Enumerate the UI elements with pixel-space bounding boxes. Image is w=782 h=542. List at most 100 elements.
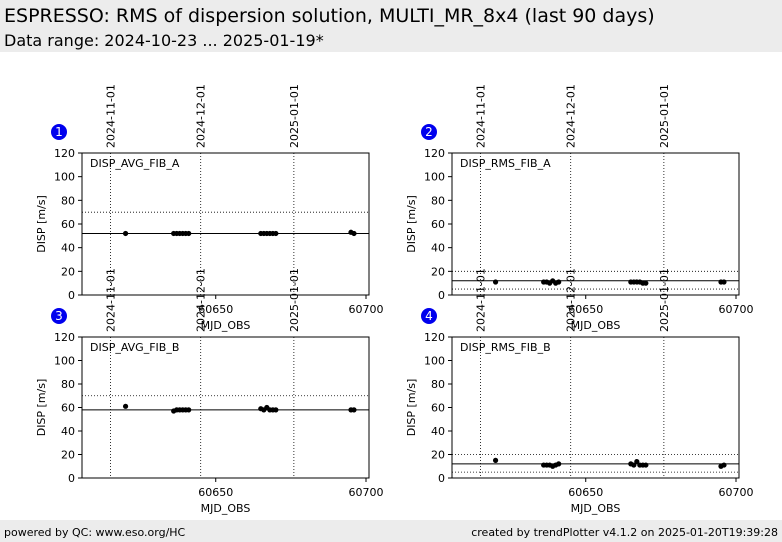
- y-tick-label: 0: [438, 472, 445, 485]
- x-tick-label: 60700: [718, 486, 753, 499]
- data-point: [186, 407, 192, 413]
- date-marker-label: 2024-12-01: [195, 84, 208, 148]
- data-point: [643, 280, 649, 286]
- x-tick-label: 60650: [568, 486, 603, 499]
- date-marker-label: 2024-11-01: [105, 268, 118, 332]
- y-tick-label: 20: [431, 449, 445, 462]
- panel-parameter-label: DISP_AVG_FIB_B: [90, 341, 179, 354]
- y-tick-label: 40: [61, 242, 75, 255]
- data-point: [556, 461, 562, 467]
- data-point: [122, 403, 129, 409]
- x-axis-label: MJD_OBS: [571, 319, 621, 332]
- data-point: [351, 407, 357, 413]
- data-point: [721, 279, 727, 285]
- chart-panel-3: 3 2024-11-01 2024-12-01 2025-01-01 0 20 40 60 80…: [35, 268, 383, 515]
- y-tick-label: 0: [68, 472, 75, 485]
- data-point: [273, 230, 279, 237]
- y-tick-label: 60: [431, 402, 445, 415]
- axes-frame: [81, 152, 370, 296]
- y-tick-label: 20: [431, 265, 445, 278]
- data-point: [643, 462, 649, 468]
- chart-panel-2: 2 2024-11-01 2024-12-01 2025-01-01 0 20 40 60 80…: [405, 84, 753, 332]
- date-marker-label: 2025-01-01: [658, 84, 671, 148]
- data-point: [351, 230, 357, 237]
- x-tick-label: 60650: [568, 303, 603, 316]
- panel-badge-circle: [421, 308, 437, 324]
- footer-bar: [0, 520, 782, 542]
- data-point: [721, 462, 727, 468]
- data-range-subtitle: Data range: 2024-10-23 ... 2025-01-19*: [4, 31, 324, 50]
- y-tick-label: 120: [424, 331, 445, 344]
- panel-parameter-label: DISP_RMS_FIB_B: [460, 341, 551, 354]
- y-axis-label: DISP [m/s]: [35, 379, 48, 437]
- data-point: [631, 462, 637, 468]
- data-point: [186, 230, 192, 237]
- y-tick-label: 80: [431, 378, 445, 391]
- y-tick-label: 80: [431, 194, 445, 207]
- date-marker-label: 2024-12-01: [565, 268, 578, 332]
- x-axis-label: MJD_OBS: [201, 502, 251, 515]
- y-tick-label: 120: [424, 147, 445, 160]
- y-axis-label: DISP [m/s]: [405, 379, 418, 437]
- y-tick-label: 20: [61, 449, 75, 462]
- panel-badge-circle: [51, 308, 67, 324]
- y-tick-label: 40: [61, 425, 75, 438]
- x-axis-label: MJD_OBS: [571, 502, 621, 515]
- chart-panel-4: 4 2024-11-01 2024-12-01 2025-01-01 0 20 40 60 80…: [405, 268, 753, 515]
- page-title: ESPRESSO: RMS of dispersion solution, MU…: [4, 5, 655, 27]
- chart-panel-1: 1 2024-11-01 2024-12-01 2025-01-01 0 20 40 60 80…: [35, 84, 383, 332]
- y-tick-label: 120: [54, 147, 75, 160]
- y-tick-label: 80: [61, 378, 75, 391]
- y-tick-label: 20: [61, 265, 75, 278]
- y-tick-label: 0: [68, 289, 75, 302]
- x-tick-label: 60700: [348, 303, 383, 316]
- y-axis-label: DISP [m/s]: [35, 195, 48, 253]
- data-point: [634, 458, 640, 465]
- date-marker-label: 2025-01-01: [288, 84, 301, 148]
- y-tick-label: 100: [424, 171, 445, 184]
- header-bar: [0, 0, 782, 52]
- panel-badge-number: 1: [55, 125, 63, 139]
- y-tick-label: 100: [54, 355, 75, 368]
- y-tick-label: 40: [431, 242, 445, 255]
- panel-badge-circle: [421, 124, 437, 140]
- date-marker-label: 2024-11-01: [475, 268, 488, 332]
- panel-badge-number: 3: [55, 309, 63, 323]
- data-point: [122, 230, 129, 237]
- x-tick-label: 60700: [348, 486, 383, 499]
- data-point: [492, 279, 499, 285]
- x-tick-label: 60650: [198, 486, 233, 499]
- data-point: [556, 279, 562, 285]
- y-tick-label: 60: [61, 218, 75, 231]
- date-marker-label: 2025-01-01: [658, 268, 671, 332]
- panel-parameter-label: DISP_RMS_FIB_A: [460, 157, 551, 170]
- footer-powered-by: powered by QC: www.eso.org/HC: [4, 526, 186, 539]
- panel-badge-circle: [51, 124, 67, 140]
- date-marker-label: 2024-11-01: [105, 84, 118, 148]
- date-marker-label: 2024-11-01: [475, 84, 488, 148]
- y-tick-label: 120: [54, 331, 75, 344]
- x-tick-label: 60700: [718, 303, 753, 316]
- footer-created-by: created by trendPlotter v4.1.2 on 2025-0…: [471, 526, 778, 539]
- y-tick-label: 100: [424, 355, 445, 368]
- date-marker-label: 2024-12-01: [565, 84, 578, 148]
- y-tick-label: 80: [61, 194, 75, 207]
- date-marker-label: 2024-12-01: [195, 268, 208, 332]
- panel-parameter-label: DISP_AVG_FIB_A: [90, 157, 180, 170]
- panel-badge-number: 2: [425, 125, 433, 139]
- x-axis-label: MJD_OBS: [201, 319, 251, 332]
- y-tick-label: 100: [54, 171, 75, 184]
- panel-badge-number: 4: [425, 309, 433, 323]
- x-tick-label: 60650: [198, 303, 233, 316]
- y-tick-label: 60: [431, 218, 445, 231]
- date-marker-label: 2025-01-01: [288, 268, 301, 332]
- data-point: [492, 457, 499, 463]
- y-tick-label: 40: [431, 425, 445, 438]
- data-point: [273, 407, 279, 413]
- axes-frame: [451, 152, 740, 296]
- y-axis-label: DISP [m/s]: [405, 195, 418, 253]
- axes-frame: [451, 336, 740, 479]
- y-tick-label: 0: [438, 289, 445, 302]
- y-tick-label: 60: [61, 402, 75, 415]
